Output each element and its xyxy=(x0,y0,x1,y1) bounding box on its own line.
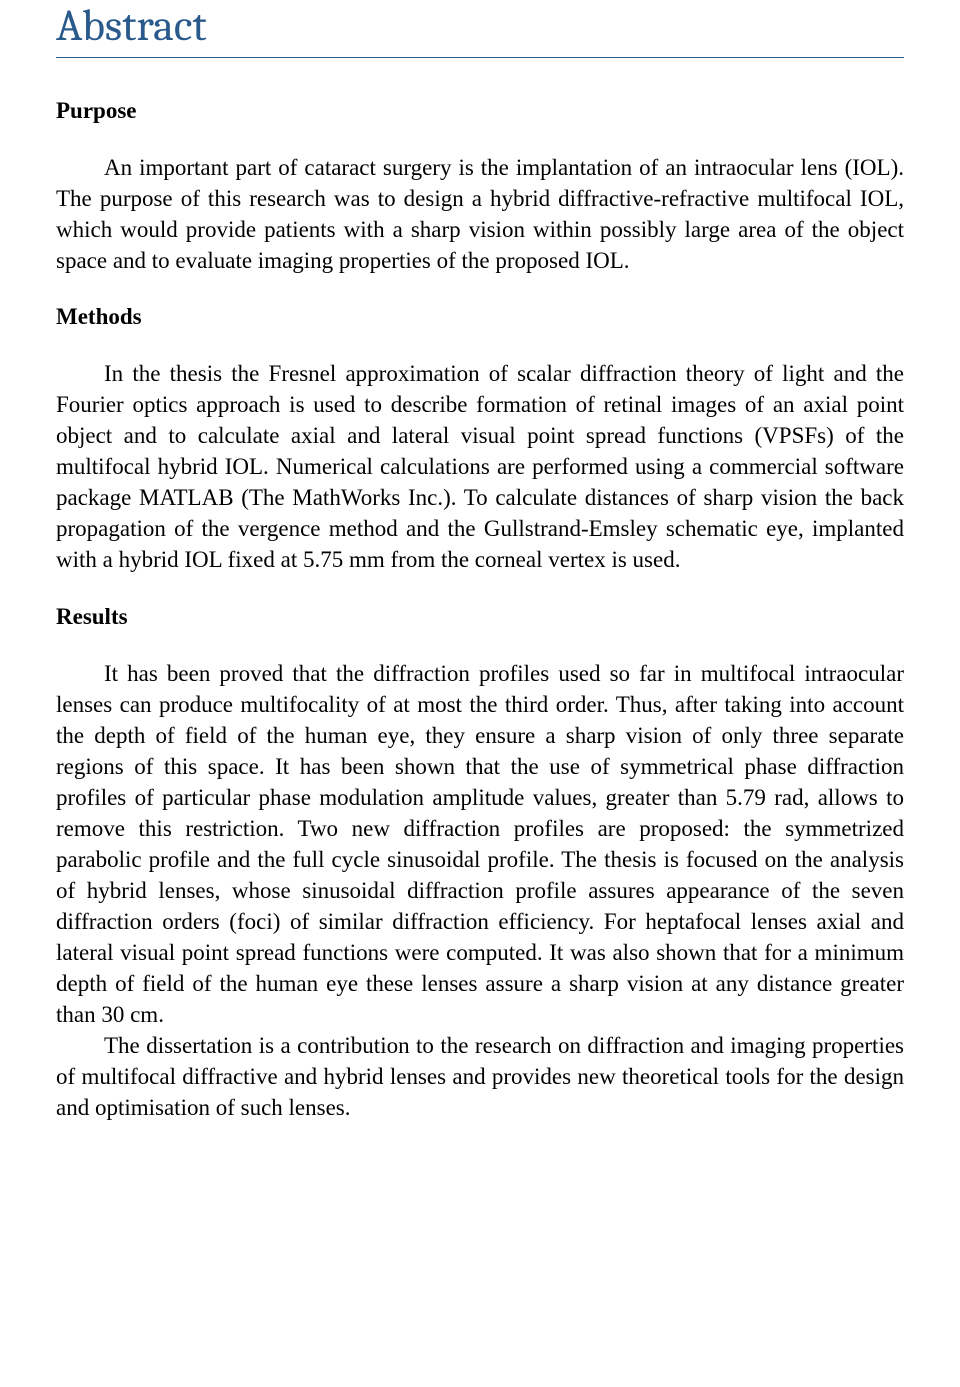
heading-results: Results xyxy=(56,604,904,630)
section-methods: Methods In the thesis the Fresnel approx… xyxy=(56,304,904,575)
para-purpose: An important part of cataract surgery is… xyxy=(56,152,904,276)
section-purpose: Purpose An important part of cataract su… xyxy=(56,98,904,276)
section-results: Results It has been proved that the diff… xyxy=(56,604,904,1124)
page-title: Abstract xyxy=(56,0,904,58)
para-methods: In the thesis the Fresnel approximation … xyxy=(56,358,904,575)
heading-purpose: Purpose xyxy=(56,98,904,124)
para-results-1: It has been proved that the diffraction … xyxy=(56,658,904,1031)
heading-methods: Methods xyxy=(56,304,904,330)
para-results-2: The dissertation is a contribution to th… xyxy=(56,1030,904,1123)
